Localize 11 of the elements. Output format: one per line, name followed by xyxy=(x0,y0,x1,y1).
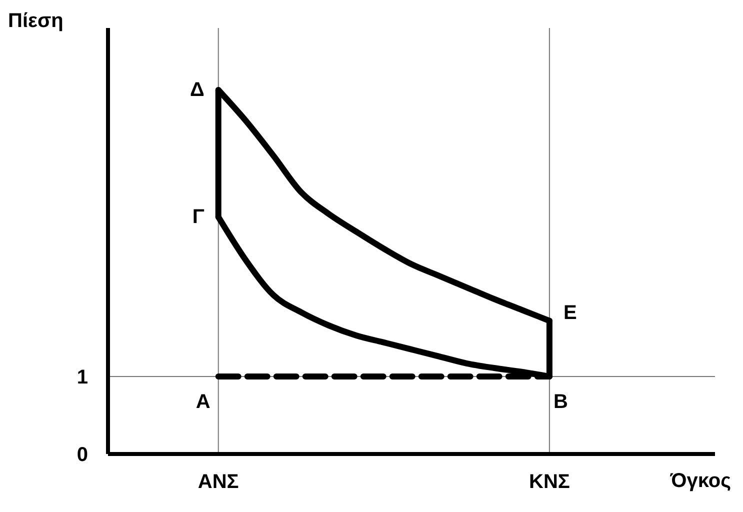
y-axis-title: Πίεση xyxy=(8,10,64,33)
annotation: Α xyxy=(196,390,210,413)
x-axis-title: Όγκος xyxy=(670,470,731,493)
annotation: Β xyxy=(553,390,568,413)
annotation: Γ xyxy=(192,206,204,228)
y-tick-label: 0 xyxy=(76,444,88,466)
annotation: Δ xyxy=(190,78,204,101)
x-tick-label: ΚΝΣ xyxy=(529,471,570,494)
y-tick-label: 1 xyxy=(76,366,88,389)
x-tick-label: ΑΝΣ xyxy=(198,471,239,494)
annotation: Ε xyxy=(563,302,577,324)
